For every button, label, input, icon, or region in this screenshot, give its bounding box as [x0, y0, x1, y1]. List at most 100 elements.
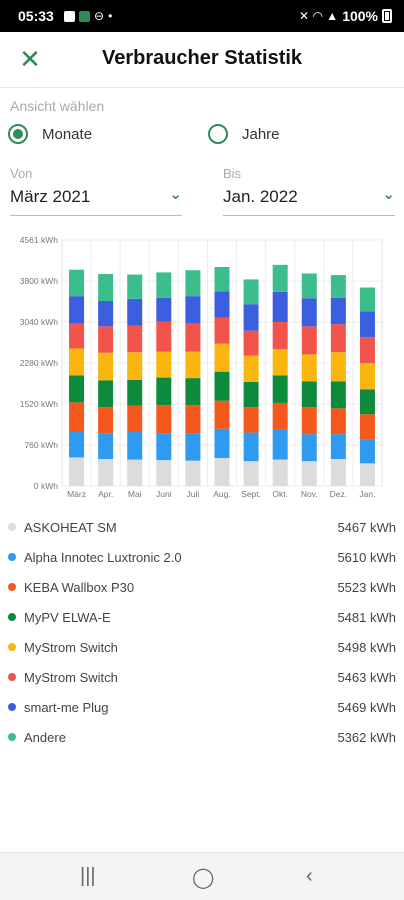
bar-segment[interactable]: [214, 267, 230, 292]
bar-segment[interactable]: [69, 269, 85, 297]
recent-apps-button[interactable]: |||: [80, 865, 96, 887]
bar-segment[interactable]: [185, 460, 201, 486]
bar-segment[interactable]: [272, 264, 288, 292]
bar-segment[interactable]: [214, 457, 230, 486]
bar-segment[interactable]: [272, 429, 288, 460]
bar-segment[interactable]: [359, 311, 375, 338]
radio-months[interactable]: Monate: [8, 124, 92, 144]
radio-years[interactable]: Jahre: [208, 124, 280, 144]
bar-segment[interactable]: [98, 433, 114, 460]
bar-segment[interactable]: [156, 433, 172, 461]
bar-segment[interactable]: [359, 439, 375, 464]
bar-segment[interactable]: [243, 355, 259, 382]
bar-segment[interactable]: [185, 296, 201, 324]
bar-segment[interactable]: [156, 321, 172, 352]
bar-segment[interactable]: [330, 324, 346, 353]
to-select[interactable]: Bis Jan. 2022 ⌄: [223, 166, 395, 216]
bar-segment[interactable]: [98, 274, 114, 302]
bar-segment[interactable]: [127, 274, 143, 299]
bar-segment[interactable]: [156, 405, 172, 434]
bar-segment[interactable]: [301, 381, 317, 408]
bar-segment[interactable]: [127, 430, 143, 460]
bar-segment[interactable]: [98, 326, 114, 353]
bar-segment[interactable]: [243, 330, 259, 356]
bar-segment[interactable]: [243, 461, 259, 486]
bar-segment[interactable]: [69, 457, 85, 486]
bar-segment[interactable]: [330, 434, 346, 460]
bar-segment[interactable]: [69, 431, 85, 458]
bar-segment[interactable]: [98, 407, 114, 434]
bar-segment[interactable]: [359, 414, 375, 440]
bar-segment[interactable]: [301, 298, 317, 327]
bar-segment[interactable]: [272, 291, 288, 323]
bar-segment[interactable]: [98, 352, 114, 381]
bar-segment[interactable]: [185, 433, 201, 461]
bar-segment[interactable]: [156, 377, 172, 406]
bar-segment[interactable]: [185, 323, 201, 352]
bar-segment[interactable]: [69, 375, 85, 403]
bar-segment[interactable]: [214, 428, 230, 458]
bar-segment[interactable]: [243, 279, 259, 305]
close-button[interactable]: ✕: [14, 44, 46, 76]
bar-segment[interactable]: [127, 352, 143, 380]
bar-segment[interactable]: [185, 378, 201, 406]
bar-segment[interactable]: [330, 297, 346, 325]
bar-segment[interactable]: [156, 297, 172, 322]
bar-segment[interactable]: [156, 460, 172, 486]
bar-segment[interactable]: [127, 325, 143, 353]
back-button[interactable]: ‹: [306, 865, 313, 887]
bar-segment[interactable]: [127, 405, 143, 431]
bar-segment[interactable]: [330, 275, 346, 298]
legend-value: 5481 kWh: [337, 610, 396, 625]
bar-segment[interactable]: [359, 337, 375, 364]
bar-segment[interactable]: [272, 402, 288, 430]
bar-segment[interactable]: [243, 407, 259, 433]
x-tick-label: März: [67, 489, 86, 499]
bar-segment[interactable]: [243, 381, 259, 408]
bar-segment[interactable]: [214, 343, 230, 372]
bar-segment[interactable]: [301, 273, 317, 299]
bar-segment[interactable]: [98, 380, 114, 408]
bar-segment[interactable]: [301, 407, 317, 435]
bar-segment[interactable]: [98, 301, 114, 327]
home-button[interactable]: ◯: [192, 867, 215, 889]
bar-segment[interactable]: [301, 354, 317, 382]
bar-segment[interactable]: [69, 348, 85, 376]
bar-segment[interactable]: [69, 402, 85, 432]
bar-segment[interactable]: [272, 322, 288, 350]
bar-segment[interactable]: [359, 463, 375, 486]
bar-segment[interactable]: [272, 349, 288, 376]
bar-segment[interactable]: [185, 405, 201, 434]
bar-segment[interactable]: [330, 459, 346, 486]
bar-segment[interactable]: [301, 461, 317, 486]
bar-segment[interactable]: [272, 375, 288, 403]
bar-segment[interactable]: [330, 408, 346, 435]
bar-segment[interactable]: [301, 434, 317, 462]
bar-segment[interactable]: [98, 459, 114, 486]
bar-segment[interactable]: [156, 272, 172, 298]
bar-segment[interactable]: [359, 363, 375, 390]
bar-segment[interactable]: [214, 400, 230, 429]
bar-segment[interactable]: [330, 352, 346, 382]
bar-segment[interactable]: [156, 351, 172, 378]
bar-segment[interactable]: [69, 296, 85, 324]
bar-segment[interactable]: [359, 287, 375, 312]
bar-segment[interactable]: [301, 326, 317, 355]
app-bar: ✕ Verbraucher Statistik: [0, 32, 404, 88]
bar-segment[interactable]: [127, 379, 143, 406]
bar-segment[interactable]: [214, 291, 230, 318]
bar-segment[interactable]: [272, 459, 288, 486]
bar-segment[interactable]: [214, 317, 230, 344]
bar-segment[interactable]: [185, 351, 201, 379]
bar-segment[interactable]: [330, 381, 346, 409]
bar-segment[interactable]: [127, 459, 143, 486]
bar-segment[interactable]: [243, 304, 259, 331]
bar-segment[interactable]: [243, 432, 259, 462]
bar-segment[interactable]: [127, 298, 143, 326]
bar-segment[interactable]: [359, 389, 375, 415]
bar-segment[interactable]: [185, 270, 201, 297]
bar-segment[interactable]: [69, 323, 85, 349]
bar-segment[interactable]: [214, 371, 230, 401]
from-select[interactable]: Von März 2021 ⌄: [10, 166, 182, 216]
legend-name: smart-me Plug: [24, 700, 109, 715]
